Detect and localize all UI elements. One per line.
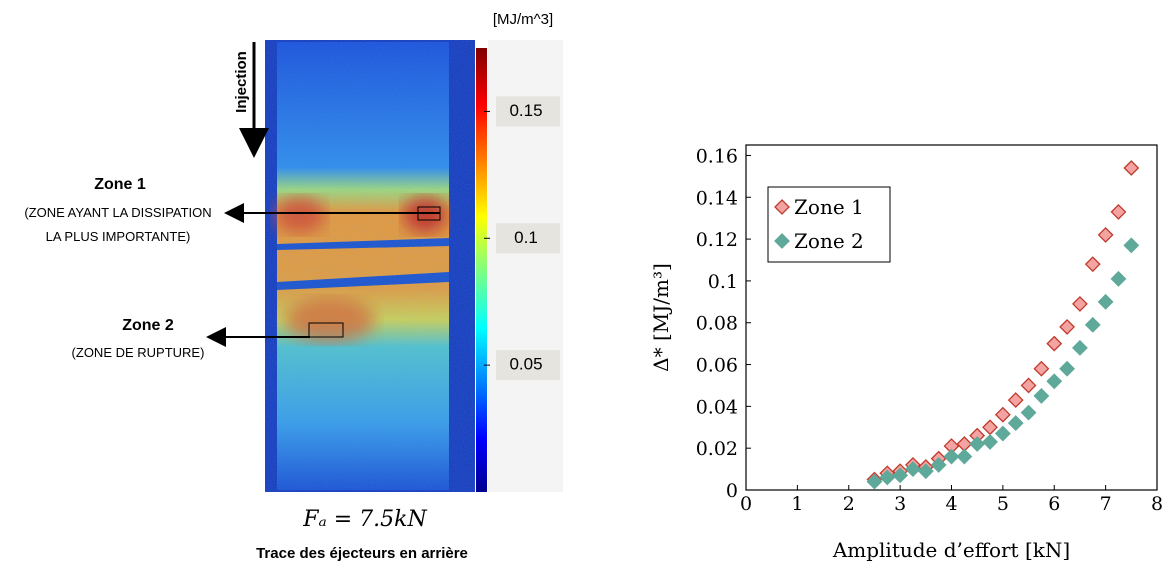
x-tick-label: 2: [843, 493, 855, 515]
colorbar-tick-label: 0.15: [509, 101, 542, 120]
data-point: [917, 463, 934, 480]
data-point: [1123, 160, 1140, 176]
y-tick-label: 0.08: [696, 313, 738, 335]
data-point: [1007, 415, 1024, 432]
data-point: [982, 433, 998, 450]
y-tick-label: 0.14: [696, 187, 738, 209]
data-point: [1110, 270, 1127, 287]
tick-box: [496, 96, 560, 127]
x-tick-label: 6: [1048, 493, 1060, 515]
legend-label: Zone 2: [794, 229, 864, 253]
y-tick-label: 0.12: [696, 229, 738, 251]
scatter-plot: 0 1 2 3 4 5 6 7 8 0 0.02 0.04 0.06 0.08 0.1 0.12 0.14 0.1…: [649, 144, 1163, 562]
colorbar-unit: [MJ/m^3]: [493, 11, 553, 28]
tick-box: [496, 350, 560, 381]
colorbar-tick-label: 0.1: [514, 228, 538, 247]
data-point: [892, 467, 909, 484]
zone-text: LA PLUS IMPORTANTE): [46, 229, 191, 244]
data-point: [1033, 387, 1050, 404]
data-point: [969, 436, 986, 452]
tick-box: [496, 223, 560, 254]
data-point: [930, 456, 947, 473]
y-tick-label: 0.06: [696, 355, 738, 377]
legend-box: [767, 186, 891, 263]
data-point: [1110, 203, 1127, 220]
x-tick-label: 1: [791, 493, 803, 515]
data-point: [994, 425, 1011, 442]
data-point: [1033, 360, 1050, 377]
zone-text: (ZONE AYANT LA DISSIPATION: [24, 205, 211, 220]
data-point: [943, 448, 960, 465]
x-tick-label: 0: [740, 493, 752, 515]
legend-marker: [774, 199, 790, 215]
data-point: [1046, 373, 1063, 390]
x-axis-label: Amplitude d’effort [kN]: [832, 538, 1070, 562]
y-tick-label: 0.1: [708, 271, 738, 293]
zone-text: (ZONE DE RUPTURE): [72, 345, 205, 360]
data-point: [1084, 316, 1101, 333]
y-tick-label: 0.02: [696, 438, 738, 460]
y-axis-label: Δ* [MJ/m³]: [649, 263, 673, 372]
data-point: [1097, 293, 1114, 310]
x-tick-label: 3: [894, 493, 906, 515]
x-tick-label: 8: [1151, 493, 1163, 515]
data-point: [1097, 226, 1114, 243]
data-point: [1059, 360, 1076, 377]
image-labels: [MJ/m^3] Injection Zone 1 (ZONE AYANT LA…: [24, 11, 553, 562]
data-point: [1007, 392, 1024, 409]
y-tick-label: 0.16: [696, 145, 738, 167]
data-point: [1072, 339, 1088, 356]
data-point: [1020, 377, 1037, 394]
data-point: [1046, 335, 1063, 352]
data-point: [866, 473, 883, 490]
y-tick-label: 0: [726, 480, 738, 502]
data-point: [982, 419, 998, 436]
colorbar-tick-label: 0.05: [509, 355, 542, 374]
x-tick-label: 7: [1100, 493, 1112, 515]
data-point: [1084, 256, 1101, 273]
x-tick-label: 5: [997, 493, 1009, 515]
data-point: [956, 448, 973, 465]
data-point: [1059, 318, 1076, 335]
zone-title: Zone 1: [94, 176, 146, 193]
data-point: [994, 406, 1011, 423]
thermal-image: [265, 40, 563, 492]
data-point: [1020, 404, 1037, 421]
legend-marker: [774, 233, 790, 249]
data-point: [1123, 237, 1140, 254]
data-point: [1072, 295, 1088, 312]
x-tick-label: 4: [945, 493, 957, 515]
legend-label: Zone 1: [794, 195, 864, 219]
data-point: [879, 469, 896, 486]
caption: Trace des éjecteurs en arrière: [256, 545, 468, 562]
colorbar-ticks: 0.05 0.1 0.15: [484, 96, 560, 381]
load-label: Fₐ = 7.5kN: [302, 507, 427, 532]
arrow-label: Injection: [233, 51, 250, 113]
data-point: [905, 461, 921, 478]
y-tick-label: 0.04: [696, 396, 738, 418]
zone-title: Zone 2: [122, 317, 174, 334]
